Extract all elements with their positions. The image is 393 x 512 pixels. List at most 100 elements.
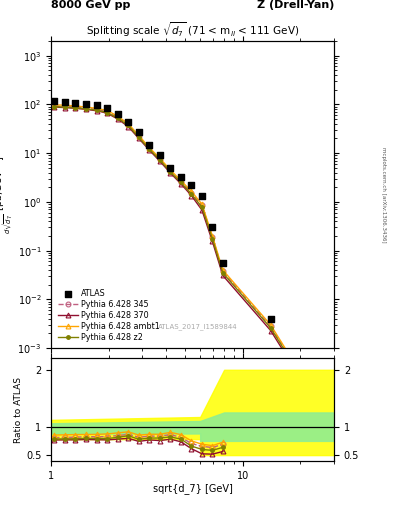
Pythia 6.428 ambt1	[105, 108, 109, 114]
Pythia 6.428 z2	[116, 115, 120, 121]
Title: Splitting scale $\sqrt{d_7}$ (71 < m$_{ll}$ < 111 GeV): Splitting scale $\sqrt{d_7}$ (71 < m$_{l…	[86, 20, 299, 39]
Y-axis label: Ratio to ATLAS: Ratio to ATLAS	[14, 377, 23, 442]
Pythia 6.428 370	[116, 116, 120, 122]
Pythia 6.428 ambt1	[210, 233, 215, 239]
Pythia 6.428 345	[116, 114, 120, 120]
Pythia 6.428 z2	[62, 104, 67, 110]
ATLAS	[268, 315, 274, 323]
Pythia 6.428 345	[220, 268, 225, 274]
Pythia 6.428 ambt1	[52, 102, 57, 108]
Pythia 6.428 z2	[52, 103, 57, 110]
Pythia 6.428 z2	[73, 105, 78, 111]
Pythia 6.428 345	[105, 109, 109, 115]
Pythia 6.428 ambt1	[62, 102, 67, 109]
Pythia 6.428 370	[189, 193, 194, 199]
Pythia 6.428 370	[84, 106, 88, 113]
Line: Pythia 6.428 345: Pythia 6.428 345	[52, 103, 318, 400]
ATLAS	[157, 151, 163, 159]
ATLAS	[199, 192, 205, 200]
Pythia 6.428 z2	[210, 236, 215, 242]
Pythia 6.428 ambt1	[84, 104, 88, 110]
Pythia 6.428 z2	[200, 204, 204, 210]
Pythia 6.428 ambt1	[158, 155, 162, 161]
Pythia 6.428 ambt1	[313, 394, 318, 400]
Pythia 6.428 370	[136, 135, 141, 141]
ATLAS	[167, 164, 174, 172]
Pythia 6.428 ambt1	[73, 103, 78, 109]
Pythia 6.428 z2	[178, 179, 183, 185]
Pythia 6.428 345	[178, 179, 183, 185]
Pythia 6.428 370	[268, 328, 273, 334]
Pythia 6.428 345	[52, 103, 57, 109]
Pythia 6.428 370	[220, 272, 225, 279]
Pythia 6.428 z2	[313, 397, 318, 403]
Pythia 6.428 z2	[84, 106, 88, 112]
Pythia 6.428 370	[210, 238, 215, 244]
Pythia 6.428 345	[62, 103, 67, 110]
Pythia 6.428 370	[126, 123, 130, 130]
Pythia 6.428 z2	[168, 169, 173, 175]
Pythia 6.428 345	[136, 134, 141, 140]
ATLAS	[178, 173, 184, 181]
ATLAS	[146, 140, 152, 148]
ATLAS	[83, 100, 89, 108]
Pythia 6.428 z2	[136, 134, 141, 140]
Pythia 6.428 345	[313, 395, 318, 401]
Text: mcplots.cern.ch [arXiv:1306.3436]: mcplots.cern.ch [arXiv:1306.3436]	[381, 147, 386, 242]
Pythia 6.428 z2	[158, 157, 162, 163]
Pythia 6.428 ambt1	[126, 121, 130, 127]
ATLAS	[104, 103, 110, 112]
Pythia 6.428 370	[73, 105, 78, 112]
Pythia 6.428 370	[313, 399, 318, 405]
Pythia 6.428 z2	[189, 191, 194, 197]
ATLAS	[94, 101, 100, 110]
Pythia 6.428 345	[84, 105, 88, 111]
Pythia 6.428 370	[52, 104, 57, 110]
ATLAS	[51, 97, 57, 105]
Pythia 6.428 345	[73, 104, 78, 110]
Pythia 6.428 ambt1	[189, 188, 194, 195]
Pythia 6.428 370	[168, 170, 173, 176]
Pythia 6.428 345	[168, 168, 173, 174]
ATLAS	[220, 259, 226, 267]
Pythia 6.428 370	[178, 181, 183, 187]
ATLAS	[62, 98, 68, 106]
Pythia 6.428 ambt1	[168, 167, 173, 173]
X-axis label: sqrt{d_7} [GeV]: sqrt{d_7} [GeV]	[152, 483, 233, 494]
Pythia 6.428 z2	[220, 270, 225, 276]
Line: Pythia 6.428 370: Pythia 6.428 370	[52, 104, 318, 404]
Legend: ATLAS, Pythia 6.428 345, Pythia 6.428 370, Pythia 6.428 ambt1, Pythia 6.428 z2: ATLAS, Pythia 6.428 345, Pythia 6.428 37…	[55, 286, 162, 344]
Pythia 6.428 345	[158, 156, 162, 162]
Pythia 6.428 345	[189, 189, 194, 196]
Pythia 6.428 z2	[105, 110, 109, 116]
Pythia 6.428 ambt1	[147, 144, 152, 151]
Y-axis label: $\frac{d\sigma}{d\sqrt{\overline{d_7}}}$ [pb,GeV$^{-1}$]: $\frac{d\sigma}{d\sqrt{\overline{d_7}}}$…	[0, 155, 15, 234]
Pythia 6.428 370	[147, 147, 152, 153]
ATLAS	[312, 376, 319, 385]
Pythia 6.428 ambt1	[94, 105, 99, 112]
Pythia 6.428 ambt1	[200, 201, 204, 207]
Pythia 6.428 z2	[126, 122, 130, 129]
ATLAS	[115, 110, 121, 118]
Pythia 6.428 370	[200, 207, 204, 213]
Pythia 6.428 345	[200, 202, 204, 208]
Pythia 6.428 ambt1	[136, 133, 141, 139]
Line: Pythia 6.428 z2: Pythia 6.428 z2	[53, 105, 317, 401]
Pythia 6.428 z2	[94, 107, 99, 113]
Pythia 6.428 345	[210, 234, 215, 240]
ATLAS	[136, 128, 142, 136]
Pythia 6.428 z2	[147, 146, 152, 153]
Pythia 6.428 345	[126, 122, 130, 128]
Pythia 6.428 z2	[268, 325, 273, 331]
Text: 8000 GeV pp: 8000 GeV pp	[51, 0, 130, 10]
Line: Pythia 6.428 ambt1: Pythia 6.428 ambt1	[52, 102, 318, 399]
Pythia 6.428 ambt1	[178, 177, 183, 183]
ATLAS	[209, 223, 215, 231]
ATLAS	[188, 181, 195, 189]
Pythia 6.428 ambt1	[220, 267, 225, 273]
Pythia 6.428 ambt1	[116, 113, 120, 119]
Text: ATLAS_2017_I1589844: ATLAS_2017_I1589844	[158, 323, 238, 330]
Text: Z (Drell-Yan): Z (Drell-Yan)	[257, 0, 334, 10]
Pythia 6.428 345	[94, 106, 99, 113]
ATLAS	[72, 99, 79, 107]
